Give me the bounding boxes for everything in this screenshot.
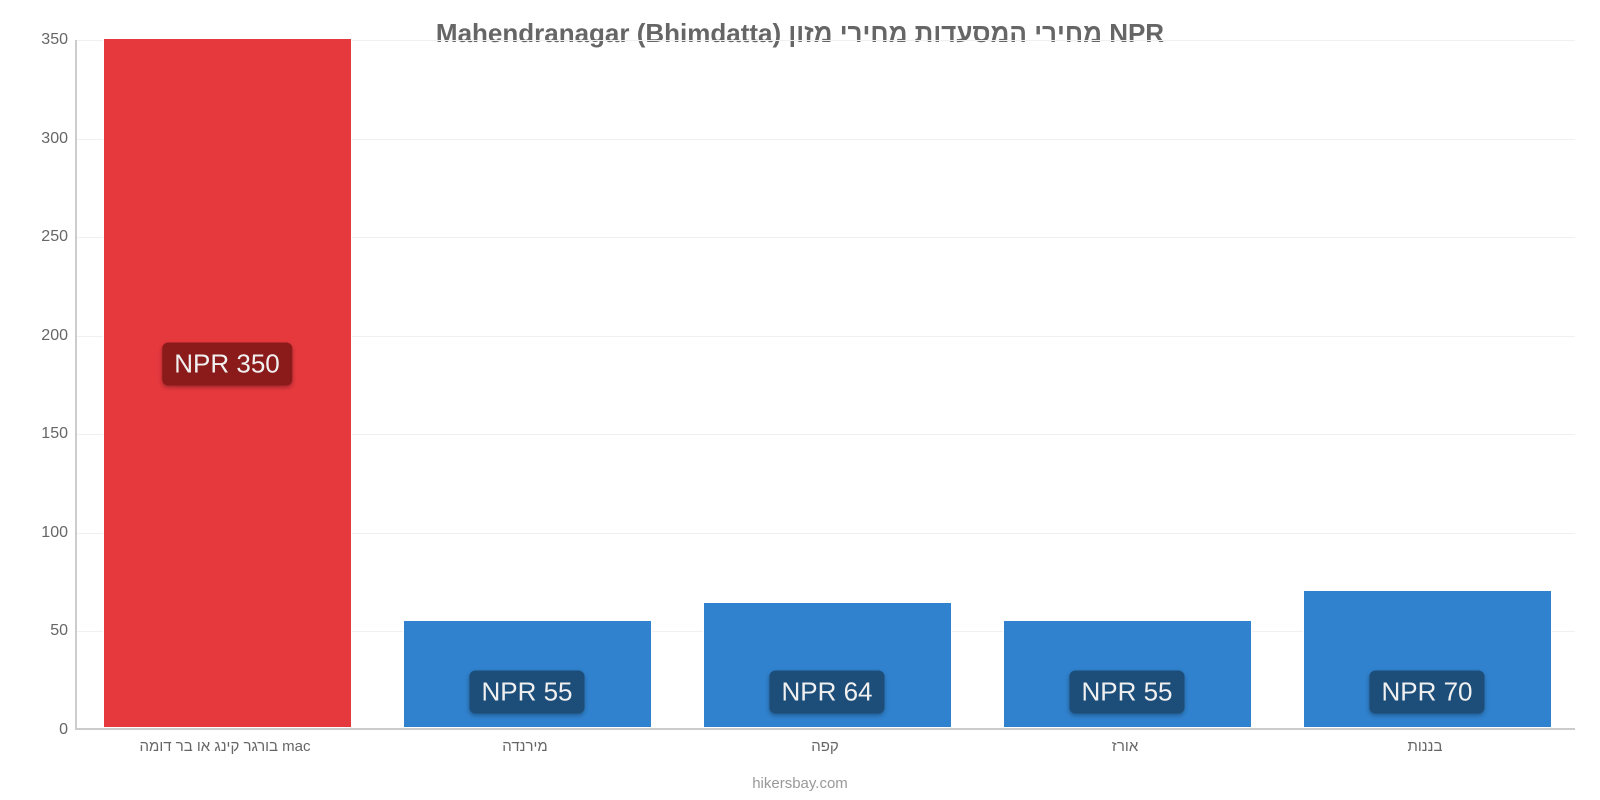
y-axis-tick: 0: [59, 721, 68, 739]
x-axis-tick: אורז: [1112, 738, 1138, 755]
value-badge: NPR 55: [469, 671, 584, 714]
chart-footer: hikersbay.com: [0, 775, 1600, 792]
y-axis-tick: 300: [41, 130, 68, 148]
price-chart: Mahendranagar (Bhimdatta) מחירי המסעדות …: [0, 0, 1600, 800]
x-axis-tick: קפה: [811, 738, 839, 755]
y-axis-tick: 200: [41, 327, 68, 345]
y-axis-tick: 150: [41, 425, 68, 443]
value-badge: NPR 55: [1069, 671, 1184, 714]
value-badge: NPR 70: [1369, 671, 1484, 714]
y-axis-tick: 100: [41, 524, 68, 542]
x-axis-tick: בורגר קינג או בר דומה mac: [140, 738, 311, 755]
value-badge: NPR 350: [162, 343, 292, 386]
y-axis-tick: 50: [50, 622, 68, 640]
y-axis-tick: 250: [41, 228, 68, 246]
value-badge: NPR 64: [769, 671, 884, 714]
y-axis-tick: 350: [41, 31, 68, 49]
x-axis-tick: בננות: [1408, 738, 1443, 755]
plot-area: NPR 350 NPR 55 NPR 64 NPR 55 NPR 70: [75, 40, 1575, 730]
x-axis-tick: מירנדה: [502, 738, 547, 755]
